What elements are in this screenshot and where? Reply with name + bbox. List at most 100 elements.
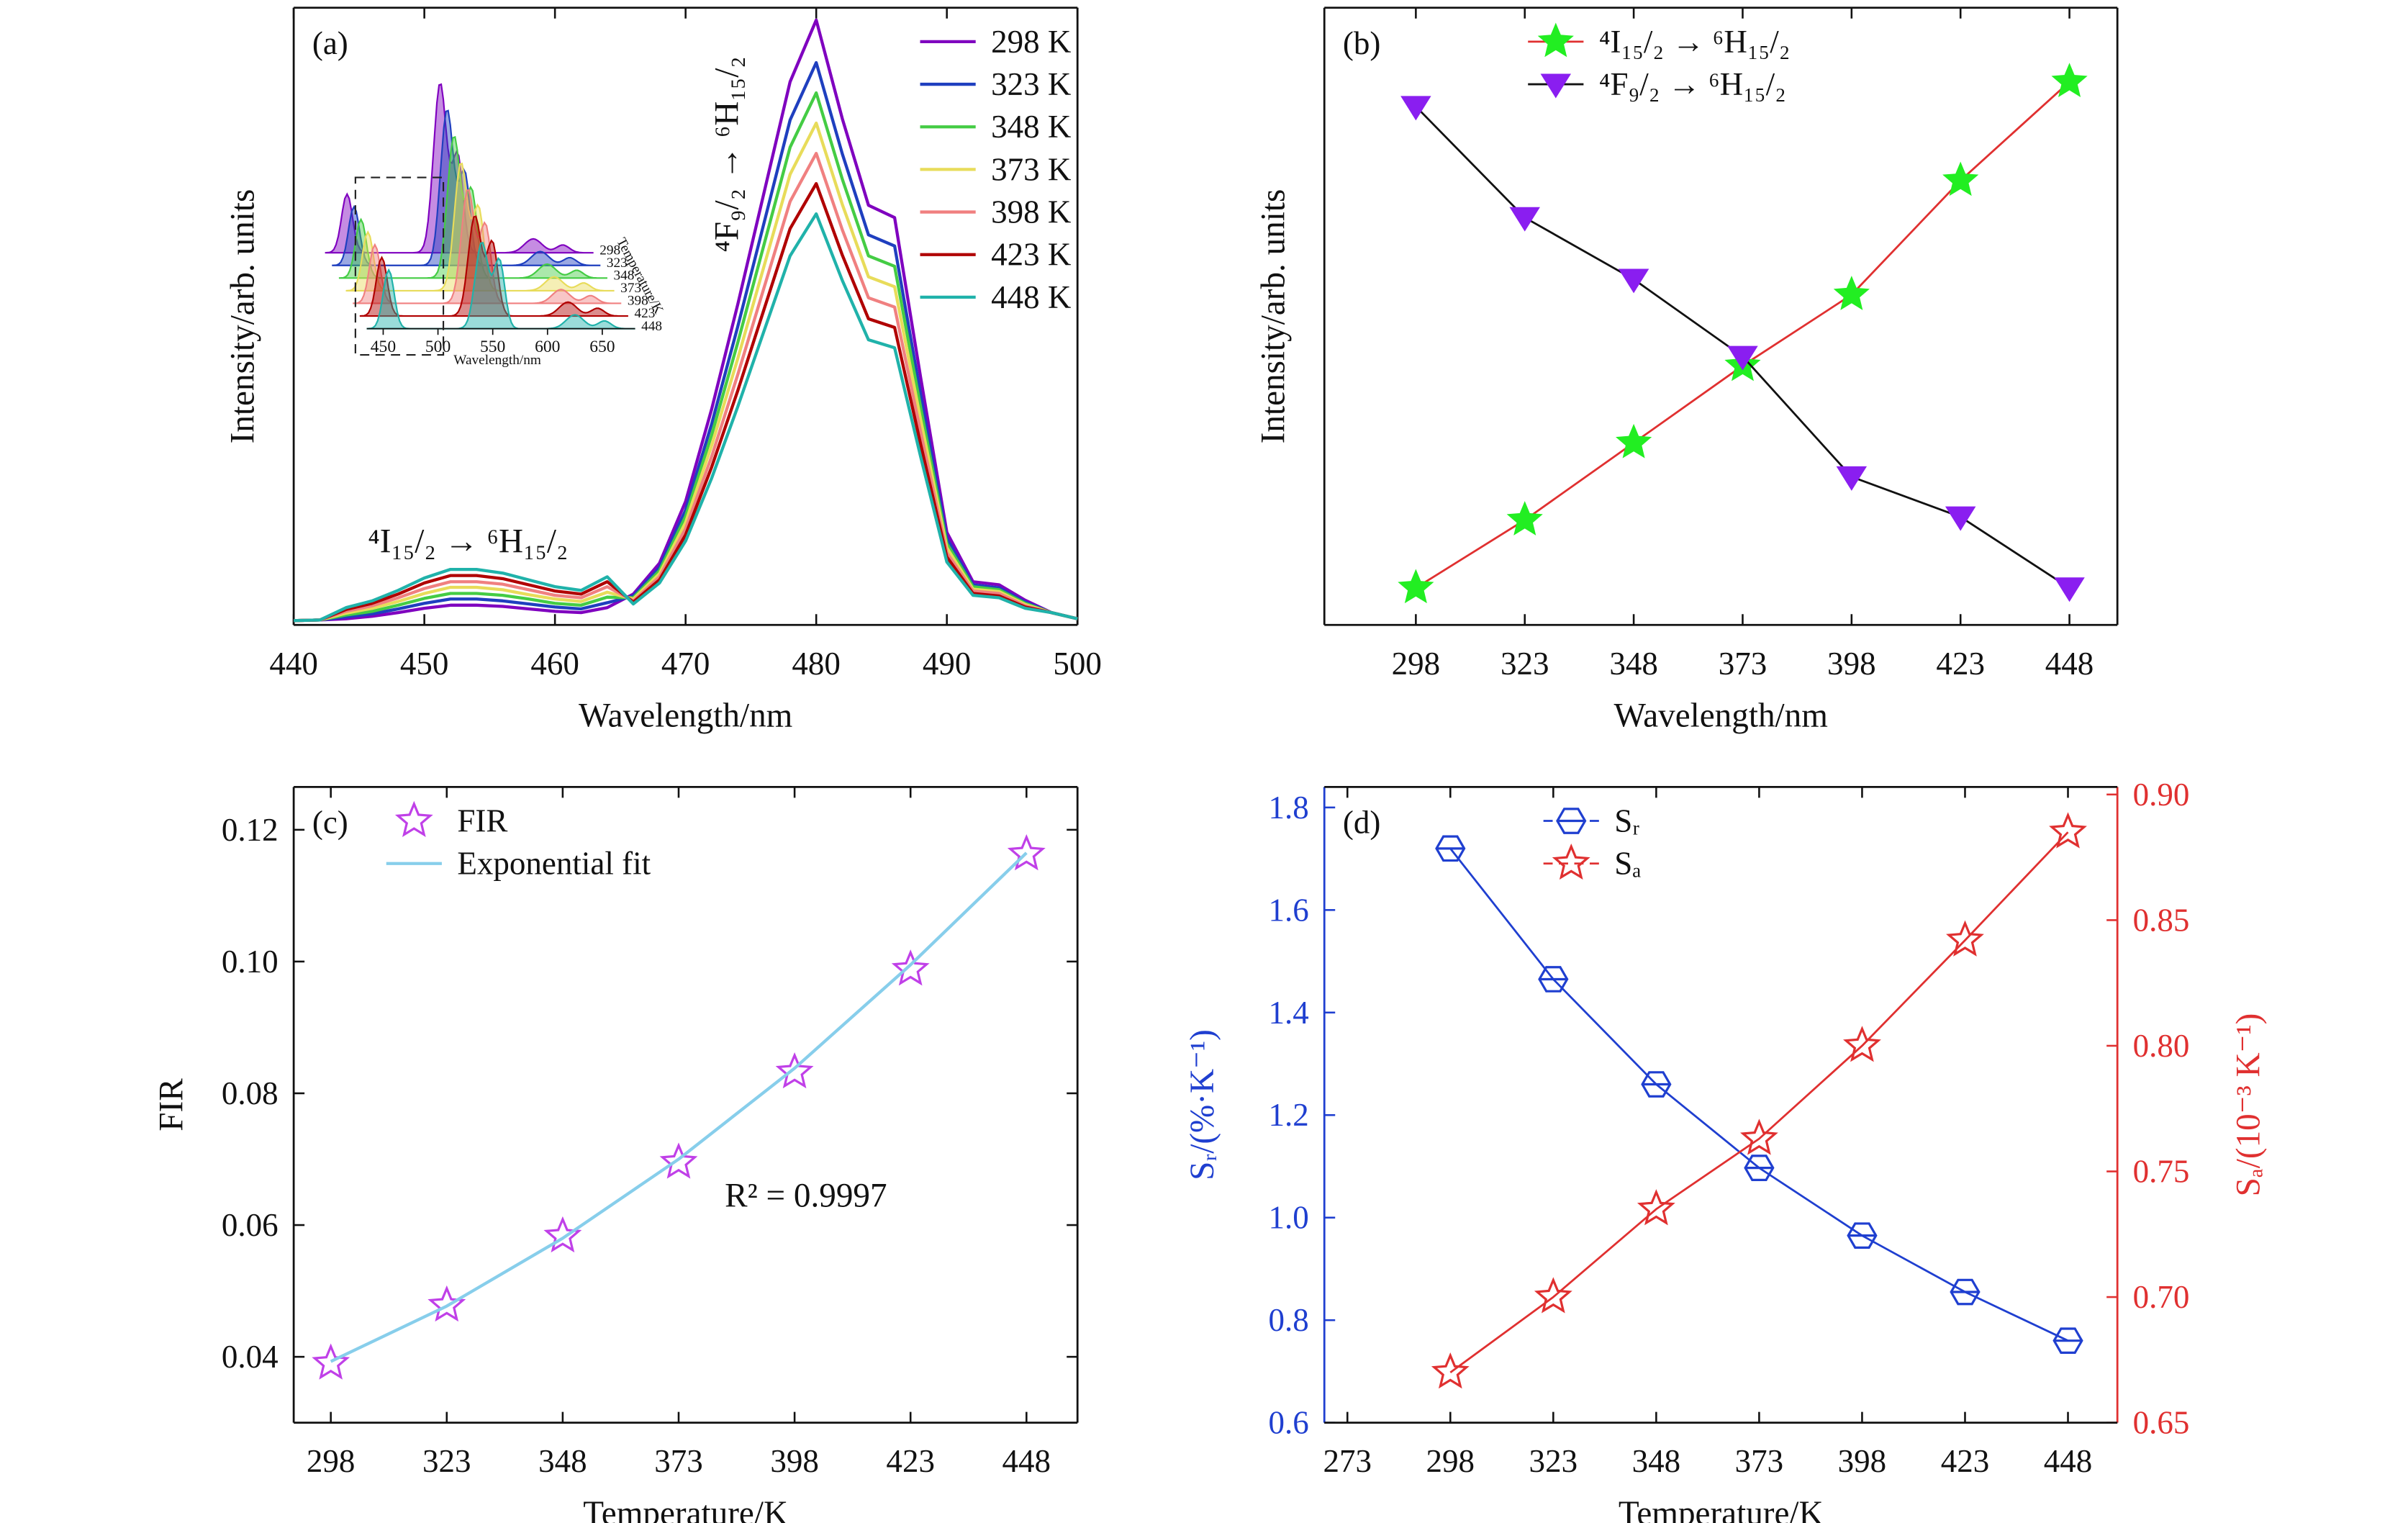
marker <box>1431 1352 1470 1389</box>
annotation: R² = 0.9997 <box>725 1178 887 1215</box>
x-axis-label: Wavelength/nm <box>579 697 792 735</box>
legend: 298 K 323 K 348 K 373 K 398 K 423 K 448 K <box>920 24 1072 315</box>
x-tick-label: 323 <box>422 1443 471 1479</box>
x-tick-label: 398 <box>770 1443 819 1479</box>
legend: FIR Exponential fit <box>386 800 651 882</box>
marker <box>1400 96 1431 121</box>
inset-highlight-box <box>354 176 445 356</box>
inset-curve <box>353 189 622 304</box>
y2-tick-label: 0.80 <box>2133 1028 2190 1064</box>
x-tick-label: 423 <box>1941 1443 1990 1479</box>
x-axis-label: Wavelength/nm <box>1613 697 1827 735</box>
marker <box>1506 501 1543 535</box>
panel-label: (a) <box>312 25 348 61</box>
legend-label: FIR <box>457 803 507 839</box>
marker <box>1740 1118 1778 1155</box>
x-tick-label: 470 <box>661 646 710 682</box>
legend: ⁴I₁₅/₂ → ⁶H₁₅/₂ ⁴F₉/₂ → ⁶H₁₅/₂ <box>1528 22 1790 102</box>
legend-label: Sₐ <box>1614 846 1641 882</box>
y2-tick-label: 0.70 <box>2133 1279 2190 1315</box>
legend-label: 448 K <box>991 279 1072 315</box>
marker <box>1641 1071 1672 1098</box>
y-tick-label: 1.2 <box>1269 1097 1309 1133</box>
legend-marker <box>1552 843 1590 880</box>
marker <box>1946 920 1984 957</box>
x-tick-label: 323 <box>1529 1443 1578 1479</box>
panel: 298 323 348 373 398 423 448 Wavelength/nm Intens… <box>1254 6 2119 735</box>
inset-curve <box>345 162 615 292</box>
x-tick-label: 398 <box>1827 646 1876 682</box>
y-tick-label: 1.6 <box>1269 892 1309 928</box>
x-tick-label: 448 <box>2045 646 2094 682</box>
legend-label: 298 K <box>991 24 1072 60</box>
x-axis-label: Temperature/K <box>583 1495 788 1523</box>
inset-curve <box>338 135 607 279</box>
x-tick-label: 373 <box>654 1443 703 1479</box>
y-tick-label: 0.10 <box>222 944 279 980</box>
inset-temperature-label: 423 <box>634 306 655 321</box>
panel-label: (b) <box>1343 25 1380 61</box>
x-tick-label: 460 <box>530 646 579 682</box>
x-tick-label: 298 <box>1426 1443 1475 1479</box>
marker <box>1509 207 1540 232</box>
x-tick-label: 480 <box>792 646 841 682</box>
marker <box>1618 268 1649 294</box>
x-tick-label: 323 <box>1501 646 1549 682</box>
y2-tick-label: 0.75 <box>2133 1154 2190 1190</box>
x-tick-label: 373 <box>1735 1443 1784 1479</box>
marker <box>1945 506 1976 531</box>
x-tick-label: 440 <box>269 646 318 682</box>
inset-temperature-label: 448 <box>641 319 662 334</box>
x-tick-label: 273 <box>1323 1443 1372 1479</box>
inset-temperature-label: 373 <box>620 281 641 296</box>
y-axis-label: Intensity/arb. units <box>224 189 261 444</box>
x-tick-label: 490 <box>923 646 972 682</box>
x-tick-label: 348 <box>1632 1443 1681 1479</box>
marker <box>1833 276 1870 310</box>
legend-marker <box>1540 73 1572 99</box>
marker <box>1435 835 1466 862</box>
marker <box>1007 833 1046 871</box>
marker <box>775 1052 814 1089</box>
legend-marker <box>394 800 433 838</box>
legend-label: Exponential fit <box>457 846 651 882</box>
inset-x-tick-label: 450 <box>371 338 396 356</box>
x-tick-label: 298 <box>307 1443 356 1479</box>
y-axis-label: Sᵣ/(%·K⁻¹) <box>1184 1029 1221 1180</box>
marker <box>2052 1327 2083 1354</box>
series-line <box>330 851 1028 1363</box>
legend-label: 323 K <box>991 66 1072 102</box>
y-tick-label: 0.8 <box>1269 1302 1309 1338</box>
marker <box>1843 1026 1881 1062</box>
panel-label: (c) <box>312 805 348 841</box>
annotation: ⁴I₁₅/₂ → ⁶H₁₅/₂ <box>368 523 568 561</box>
marker <box>1538 966 1569 993</box>
annotation: ⁴F₉/₂ → ⁶H₁₅/₂ <box>709 56 746 252</box>
y-tick-label: 1.0 <box>1269 1200 1309 1236</box>
marker <box>1942 161 1979 196</box>
x-tick-label: 398 <box>1838 1443 1887 1479</box>
inset-x-tick-label: 550 <box>480 338 505 356</box>
legend-label: Sᵣ <box>1614 803 1639 839</box>
y-tick-label: 0.12 <box>222 812 279 848</box>
marker <box>1950 1278 1981 1306</box>
x-tick-label: 298 <box>1392 646 1441 682</box>
y-tick-label: 0.04 <box>222 1339 279 1375</box>
x-tick-label: 500 <box>1053 646 1102 682</box>
x-tick-label: 450 <box>400 646 449 682</box>
y-tick-label: 1.4 <box>1269 995 1309 1031</box>
inset-x-label: Wavelength/nm <box>453 353 541 368</box>
marker <box>2054 577 2085 602</box>
legend-marker <box>1556 808 1587 834</box>
inset-x-tick-label: 500 <box>425 338 451 356</box>
inset-temperature-label: 348 <box>614 268 635 283</box>
marker <box>659 1142 698 1179</box>
legend-label: 423 K <box>991 237 1072 273</box>
y2-tick-label: 0.85 <box>2133 902 2190 938</box>
inset-x-tick-label: 650 <box>589 338 615 356</box>
x-tick-label: 373 <box>1719 646 1767 682</box>
panel: 273 298 323 348 373 398 423 448 0.6 0.8 1.0 1.2 1.4 1… <box>1184 777 2268 1523</box>
